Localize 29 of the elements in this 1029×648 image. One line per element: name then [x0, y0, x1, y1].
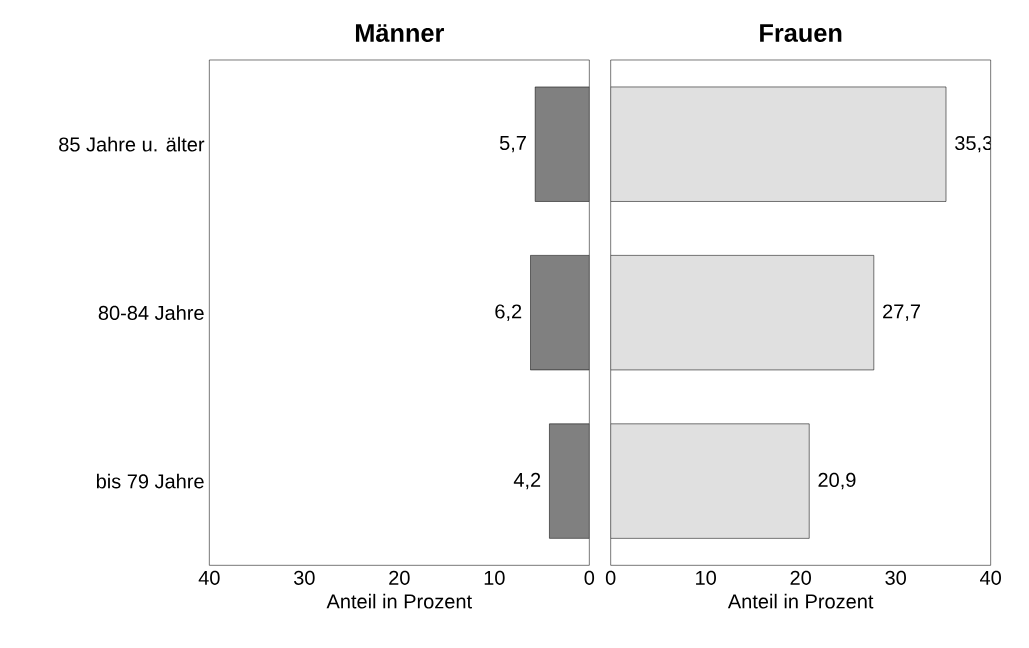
chart-title: Frauen: [760, 24, 842, 42]
bar: [549, 423, 590, 539]
y-tick-label: 85 Jahre u. älter: [59, 136, 205, 152]
data-label: 4,2: [513, 472, 541, 490]
bar: [610, 423, 810, 539]
x-axis-title: Anteil in Prozent: [727, 593, 874, 609]
data-label: 20,9: [818, 472, 856, 490]
y-tick-label: bis 79 Jahre: [96, 473, 204, 489]
bar: [610, 86, 947, 202]
x-tick-label: 30: [885, 570, 906, 585]
x-tick-label: 10: [696, 570, 716, 585]
x-tick-label: 10: [484, 570, 505, 585]
y-tick-label: 80-84 Jahre: [98, 305, 204, 320]
bar: [610, 255, 875, 371]
x-axis-title: Anteil in Prozent: [326, 593, 472, 609]
bar: [530, 255, 590, 371]
x-tick-label: 40: [198, 570, 220, 585]
x-tick-label: 20: [790, 570, 811, 585]
bar: [534, 86, 590, 202]
data-label: 35,3: [955, 135, 993, 153]
data-label: 6,2: [495, 304, 522, 321]
x-tick-label: 0: [584, 570, 595, 585]
x-tick-label: 20: [389, 570, 410, 585]
x-tick-label: 30: [293, 570, 315, 585]
x-tick-label: 40: [980, 570, 1001, 585]
data-label: 5,7: [499, 136, 526, 153]
data-label: 27,7: [883, 304, 921, 321]
x-tick-label: 0: [605, 570, 616, 585]
chart-title: Männer: [355, 24, 444, 42]
